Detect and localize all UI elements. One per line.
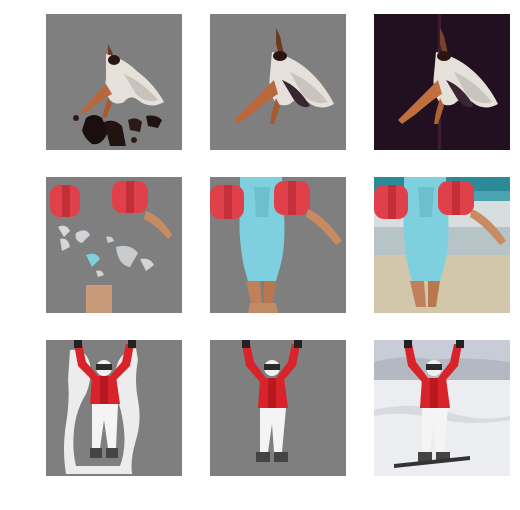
skier-refined-mask-image <box>210 340 346 476</box>
skier-original-photo <box>374 340 510 476</box>
dancer-refined-mask-image <box>210 14 346 150</box>
dancer-coarse-mask-image <box>46 14 182 150</box>
skier-coarse-mask-image <box>46 340 182 476</box>
dancer-original-photo <box>374 14 510 150</box>
child-original-photo <box>374 177 510 313</box>
child-refined-mask-image <box>210 177 346 313</box>
child-coarse-mask-image <box>46 177 182 313</box>
